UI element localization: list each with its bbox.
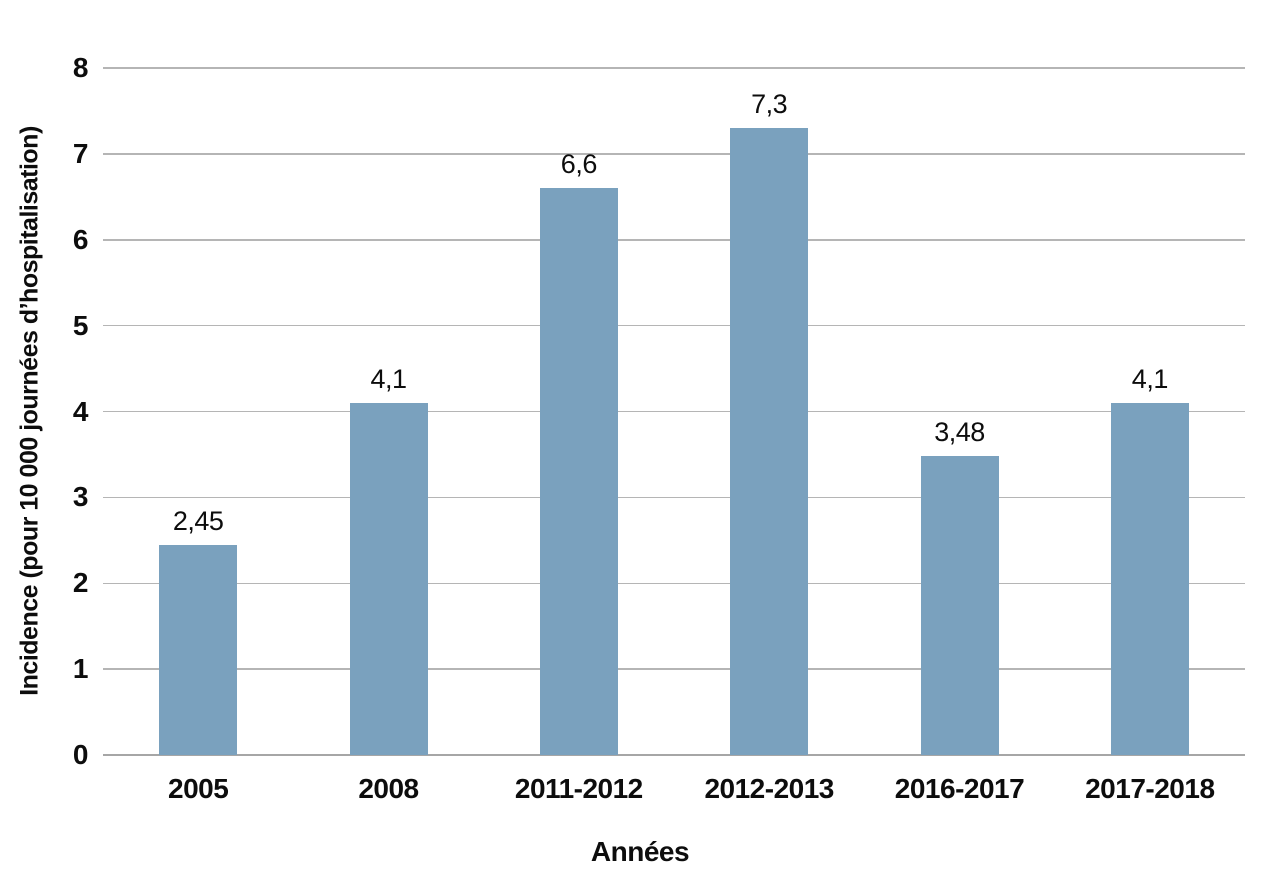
- gridline: [103, 496, 1245, 499]
- bar-value-label: 3,48: [934, 417, 985, 448]
- bar-value-label: 4,1: [370, 363, 407, 394]
- bar: [730, 128, 809, 755]
- bar: [1110, 402, 1189, 755]
- y-tick-label: 8: [72, 52, 89, 83]
- y-tick-label: 6: [72, 223, 89, 255]
- x-tick-label: 2008: [358, 773, 419, 804]
- gridline: [103, 410, 1245, 413]
- gridline: [103, 239, 1245, 241]
- gridline: [103, 668, 1245, 670]
- gridline: [103, 153, 1245, 155]
- plot-area: 2,45 4,1 6,6 7,3 3,48 4,1: [103, 67, 1245, 756]
- bar: [539, 188, 618, 755]
- x-axis-line: [103, 754, 1245, 756]
- bar-value-label: 4,1: [1131, 363, 1169, 394]
- bar: [159, 544, 238, 755]
- bar: [349, 402, 428, 755]
- bar: [920, 456, 999, 755]
- x-tick-label: 2012-2013: [704, 773, 834, 804]
- bar-value-label: 7,3: [751, 89, 788, 120]
- y-tick-label: 7: [72, 137, 89, 169]
- x-tick-label: 2011-2012: [514, 773, 643, 804]
- x-tick-label: 2016-2017: [894, 773, 1025, 804]
- y-tick-label: 2: [72, 567, 89, 599]
- x-tick-label: 2017-2018: [1085, 773, 1215, 804]
- y-tick-label: 4: [72, 395, 89, 427]
- bar-value-label: 2,45: [172, 505, 224, 536]
- x-tick-label: 2005: [168, 773, 229, 804]
- gridline: [103, 324, 1245, 327]
- gridline: [103, 67, 1245, 69]
- y-tick-label: 0: [72, 739, 89, 770]
- y-tick-label: 5: [72, 309, 89, 341]
- x-axis-title: Années: [590, 836, 690, 867]
- gridline: [103, 582, 1245, 584]
- y-tick-label: 1: [72, 653, 89, 685]
- bar-value-label: 6,6: [560, 149, 598, 180]
- y-tick-label: 3: [72, 481, 89, 513]
